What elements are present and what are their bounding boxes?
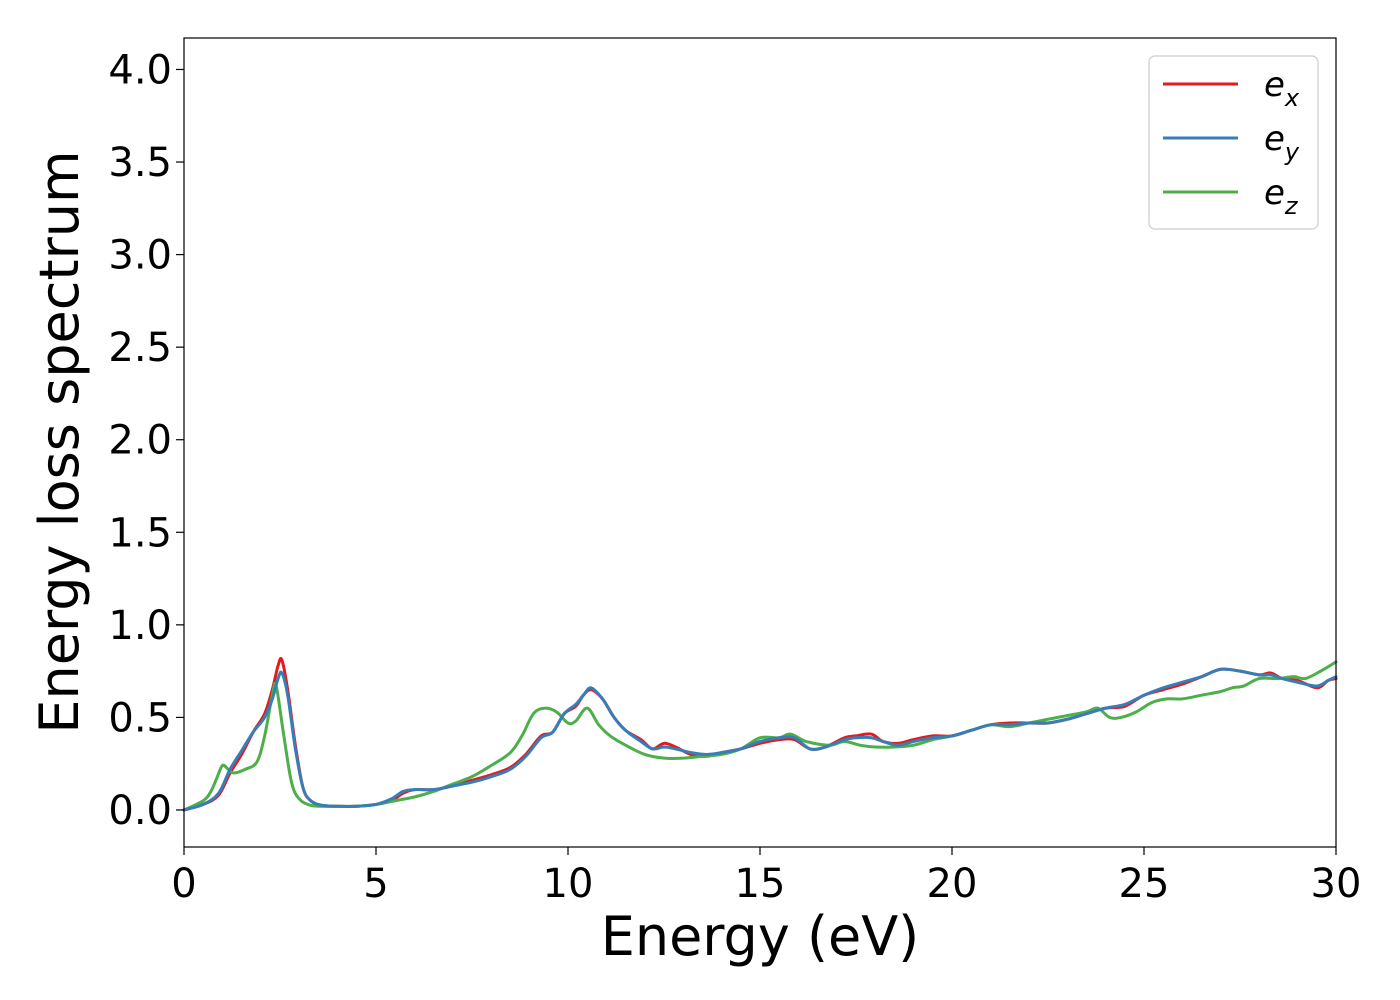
- x-tick-label: 25: [1119, 861, 1170, 907]
- legend-label-base: e: [1264, 173, 1285, 213]
- legend-label-subscript: y: [1284, 138, 1300, 166]
- x-tick-label: 10: [543, 861, 594, 907]
- legend-label-subscript: x: [1284, 84, 1300, 112]
- y-tick-label: 3.0: [108, 233, 172, 279]
- x-axis-title: Energy (eV): [601, 905, 920, 968]
- legend-label-z: ez: [1264, 173, 1299, 220]
- legend-label-x: ex: [1264, 65, 1300, 112]
- y-tick-label: 2.5: [108, 325, 172, 371]
- y-tick-label: 1.5: [108, 510, 172, 556]
- y-tick-label: 3.5: [108, 140, 172, 186]
- x-tick-label: 15: [735, 861, 786, 907]
- y-axis-title: Energy loss spectrum: [28, 150, 91, 733]
- legend-label-subscript: z: [1284, 192, 1299, 220]
- legend-box: [1148, 55, 1319, 230]
- y-tick-label: 0.5: [108, 695, 172, 741]
- x-tick-label: 5: [363, 861, 388, 907]
- legend-label-base: e: [1264, 119, 1285, 159]
- y-tick-label: 1.0: [108, 603, 172, 649]
- x-tick-label: 20: [927, 861, 978, 907]
- y-tick-label: 2.0: [108, 418, 172, 464]
- series-line-y: [182, 667, 1338, 812]
- legend-label-base: e: [1264, 65, 1285, 105]
- x-tick-label: 30: [1311, 861, 1362, 907]
- series-line-z: [182, 660, 1338, 812]
- y-tick-label: 0.0: [108, 788, 172, 834]
- legend-label-y: ey: [1264, 119, 1300, 166]
- series-layer: [182, 657, 1338, 812]
- y-tick-label: 4.0: [108, 47, 172, 93]
- plot-area: [184, 38, 1336, 847]
- y-axis-ticks: 0.0 0.5 1.0 1.5 2.0 2.5 3.0 3.5 4.0: [108, 47, 184, 834]
- x-axis-ticks: 0 5 10 15 20 25 30: [171, 847, 1361, 907]
- x-tick-label: 0: [171, 861, 196, 907]
